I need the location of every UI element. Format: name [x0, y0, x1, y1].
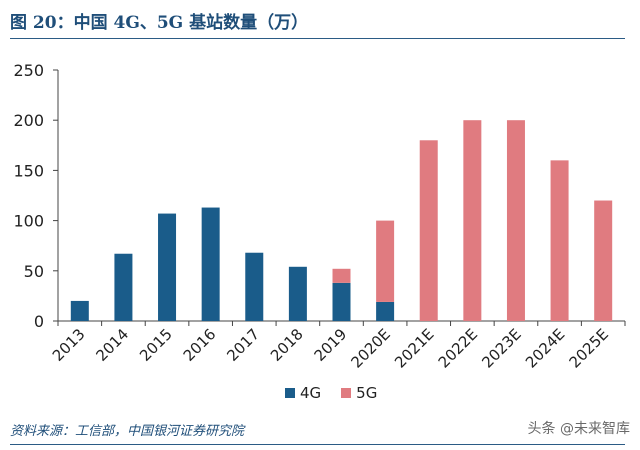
x-tick-label: 2020E: [348, 325, 394, 371]
y-tick-label: 50: [24, 262, 44, 281]
x-tick-label: 2019: [311, 325, 351, 365]
bar-5g: [376, 220, 395, 302]
legend-swatch-4g: [285, 388, 295, 398]
bar-5g: [419, 140, 438, 321]
bar-5g: [506, 120, 525, 321]
legend-swatch-5g: [341, 388, 352, 398]
y-tick-label: 0: [34, 312, 44, 331]
bar-chart: 0 50 100 150 200 250 2013 2014 2015 2016 2017 2018…: [13, 61, 626, 372]
bar-4g: [332, 282, 351, 321]
y-axis: 0 50 100 150 200 250: [13, 61, 59, 331]
source-note: 资料来源：工信部，中国银河证券研究院: [10, 424, 245, 439]
bar-4g: [70, 300, 89, 321]
y-tick-label: 200: [13, 111, 44, 130]
bar-5g: [463, 120, 482, 321]
legend-label-5g: 5G: [356, 384, 378, 402]
x-tick-label: 2024E: [522, 325, 568, 371]
bar-4g: [114, 253, 133, 321]
x-tick-label: 2013: [49, 325, 89, 365]
bars: [70, 120, 613, 321]
x-tick-label: 2021E: [391, 325, 437, 371]
bar-5g: [550, 160, 569, 321]
title-divider: [10, 38, 625, 39]
bar-4g: [376, 301, 395, 321]
bar-5g: [332, 268, 351, 283]
bottom-divider: [10, 444, 625, 445]
bar-4g: [288, 266, 307, 321]
bar-4g: [158, 213, 177, 321]
x-axis: 2013 2014 2015 2016 2017 2018 20192020E2021E20…: [49, 320, 626, 372]
legend-item-5g: 5G: [341, 384, 377, 402]
x-tick-label: 2014: [93, 325, 133, 365]
watermark: 头条 @未来智库: [527, 421, 630, 437]
bar-4g: [245, 252, 264, 321]
y-tick-label: 150: [13, 161, 44, 180]
chart-legend: 4G 5G: [285, 384, 397, 402]
legend-item-4g: 4G: [285, 384, 321, 402]
bar-5g: [594, 200, 613, 321]
x-tick-label: 2015: [136, 325, 176, 365]
x-tick-label: 2018: [267, 325, 307, 365]
figure-title: 图 20：中国 4G、5G 基站数量（万）: [10, 13, 309, 33]
y-tick-label: 250: [13, 61, 44, 80]
bar-4g: [201, 207, 220, 321]
x-tick-label: 2022E: [435, 325, 481, 371]
legend-label-4g: 4G: [300, 384, 322, 402]
x-tick-label: 2016: [180, 325, 220, 365]
y-tick-label: 100: [13, 212, 44, 231]
x-tick-label: 2023E: [478, 325, 524, 371]
x-tick-label: 2017: [223, 325, 263, 365]
x-tick-label: 2025E: [566, 325, 612, 371]
